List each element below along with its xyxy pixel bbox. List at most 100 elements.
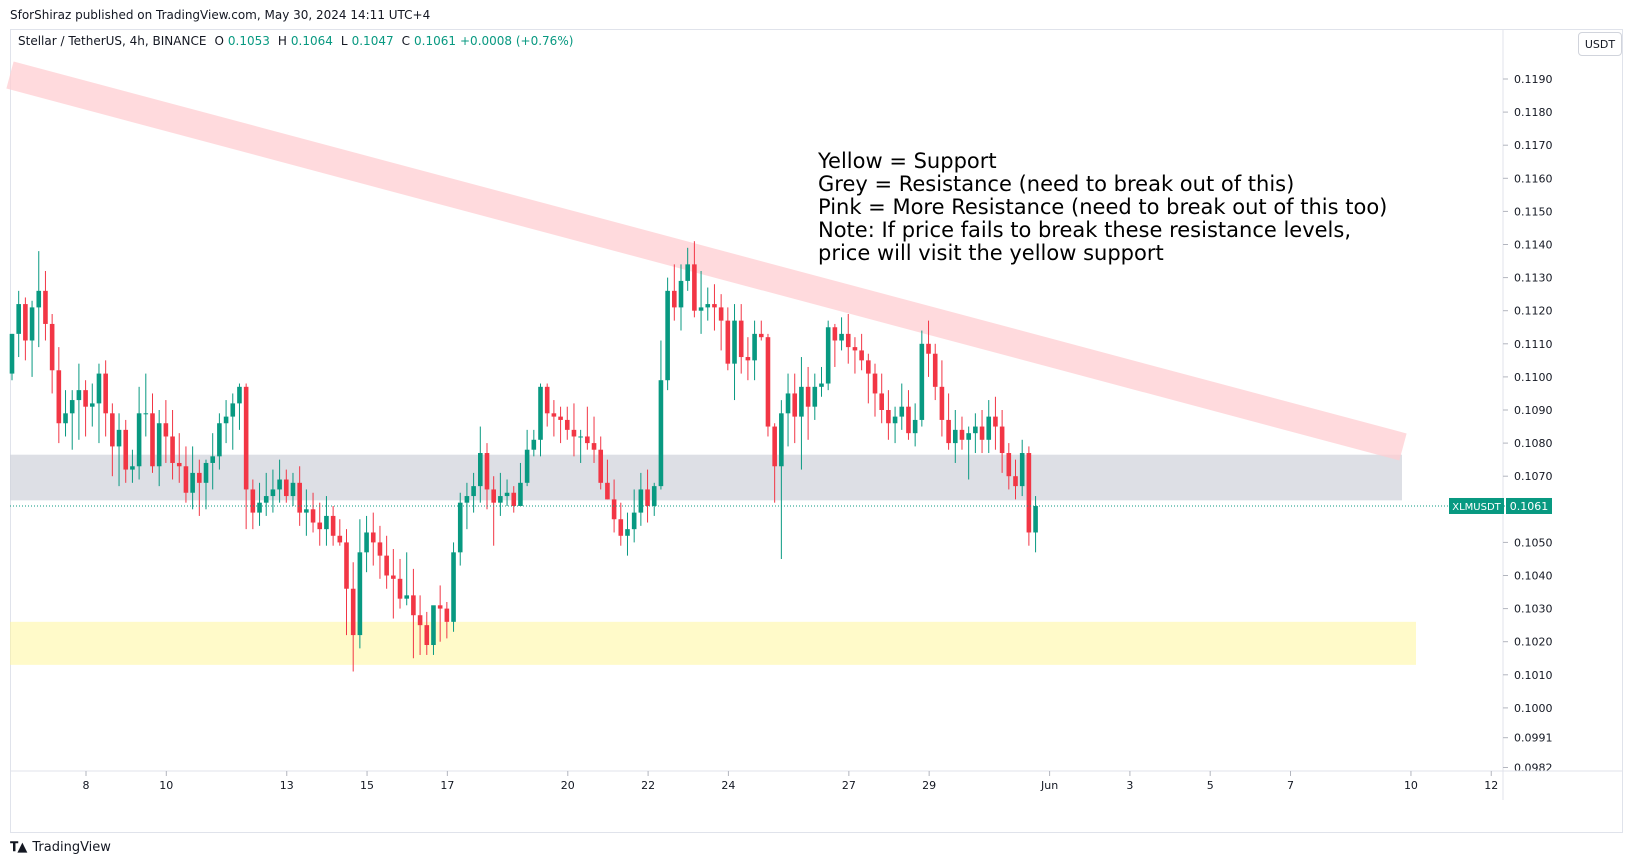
candle-body xyxy=(297,482,302,513)
annotation-line: Pink = More Resistance (need to break ou… xyxy=(818,195,1387,219)
candle-body xyxy=(116,429,122,447)
candle-body xyxy=(1006,453,1012,477)
price-axis-label: 0.1190 xyxy=(1514,73,1553,86)
price-axis[interactable]: 0.1190 0.1180 0.1170 0.1160 0.1150 0.1140 0.11… xyxy=(1502,29,1553,800)
candle-body xyxy=(190,472,195,493)
candle-body xyxy=(364,532,369,553)
resistance-zone[interactable] xyxy=(10,454,1402,501)
candle-body xyxy=(1013,476,1018,487)
time-axis[interactable]: 8 10 13 15 17 20 22 24 27 29 Jun 3 5 7 10 12 xyxy=(10,770,1623,792)
price-axis-label: 0.1000 xyxy=(1514,702,1553,715)
price-axis-label: 0.1130 xyxy=(1514,272,1553,285)
candle-body xyxy=(69,400,75,414)
candle-body xyxy=(23,304,28,341)
time-axis-label: 13 xyxy=(280,779,294,792)
candle-body xyxy=(16,304,21,334)
candle-body xyxy=(130,466,135,470)
candle-body xyxy=(879,393,884,410)
candle-body xyxy=(237,386,242,404)
candle-body xyxy=(886,410,891,424)
brand[interactable]: 𝐓▲ TradingView xyxy=(10,840,111,855)
time-axis-label: 5 xyxy=(1207,779,1214,792)
price-axis-label: 0.1050 xyxy=(1514,536,1553,549)
candle-body xyxy=(36,290,42,308)
candle-body xyxy=(110,413,115,447)
candle-body xyxy=(143,413,149,415)
candle-body xyxy=(89,403,95,407)
candle-body xyxy=(852,347,858,351)
price-axis-label: 0.1040 xyxy=(1514,570,1553,583)
legend-l-value: 0.1047 xyxy=(351,34,394,48)
candle-body xyxy=(324,515,329,530)
candle-body xyxy=(431,605,436,646)
candle-body xyxy=(839,333,844,341)
candle-body xyxy=(799,386,804,417)
legend-h-label: H xyxy=(277,34,287,48)
candle-body xyxy=(63,413,68,424)
candle-body xyxy=(96,373,102,404)
candle-body xyxy=(511,492,517,506)
candle-body xyxy=(672,290,677,308)
candle-body xyxy=(217,423,222,457)
candle-body xyxy=(518,482,523,506)
price-axis-label: 0.0991 xyxy=(1514,732,1553,745)
candle-body xyxy=(330,515,336,536)
candle-body xyxy=(638,489,644,513)
candle-body xyxy=(397,578,403,599)
price-axis-label: 0.1070 xyxy=(1514,470,1553,483)
candle-body xyxy=(926,343,931,354)
candle-body xyxy=(203,462,209,483)
candle-body xyxy=(611,499,617,520)
candle-body xyxy=(417,615,423,626)
candle-body xyxy=(645,489,650,506)
candle-body xyxy=(692,264,697,311)
candle-body xyxy=(825,327,831,384)
candle-body xyxy=(491,489,496,503)
candle-body xyxy=(451,552,456,622)
candle-body xyxy=(725,320,731,364)
chart-frame xyxy=(10,29,1623,833)
candle-body xyxy=(952,429,958,444)
candle-body xyxy=(979,426,985,440)
time-axis-label: 20 xyxy=(561,779,575,792)
legend-symbol[interactable]: Stellar / TetherUS, 4h, BINANCE xyxy=(18,34,207,48)
candle-body xyxy=(1033,505,1038,533)
support-zone[interactable] xyxy=(10,621,1416,665)
trend-channel[interactable] xyxy=(6,61,1407,461)
price-axis-label: 0.1160 xyxy=(1514,172,1553,185)
publisher-line: SforShiraz published on TradingView.com,… xyxy=(10,8,431,22)
price-axis-label: 0.1180 xyxy=(1514,106,1553,119)
candle-body xyxy=(758,333,764,338)
time-axis-label: 7 xyxy=(1287,779,1294,792)
candle-body xyxy=(872,373,878,394)
candle-body xyxy=(243,386,249,490)
price-axis-label: 0.1010 xyxy=(1514,669,1553,682)
candle-body xyxy=(578,436,583,438)
candle-body xyxy=(498,496,503,503)
legend-o-label: O xyxy=(214,34,224,48)
candle-body xyxy=(310,509,316,523)
candle-body xyxy=(183,466,189,493)
candle-body xyxy=(932,353,938,387)
candle-body xyxy=(544,386,550,414)
candle-body xyxy=(370,532,376,543)
candle-body xyxy=(685,264,690,281)
currency-button[interactable]: USDT xyxy=(1578,32,1622,56)
candle-body xyxy=(163,423,169,437)
zones xyxy=(6,61,1416,665)
candle-body xyxy=(805,386,811,407)
annotation-line: Yellow = Support xyxy=(817,149,997,173)
candle-body xyxy=(464,496,470,503)
candle-body xyxy=(966,433,971,440)
candle-body xyxy=(792,393,798,417)
tradingview-logo-icon: 𝐓▲ xyxy=(10,840,27,855)
candle-body xyxy=(651,486,657,506)
candle-body xyxy=(123,429,129,470)
price-axis-label: 0.1140 xyxy=(1514,239,1553,252)
candle-body xyxy=(263,496,269,503)
time-axis-label: 3 xyxy=(1126,779,1133,792)
time-axis-label: Jun xyxy=(1040,779,1058,792)
time-axis-label: 17 xyxy=(440,779,454,792)
